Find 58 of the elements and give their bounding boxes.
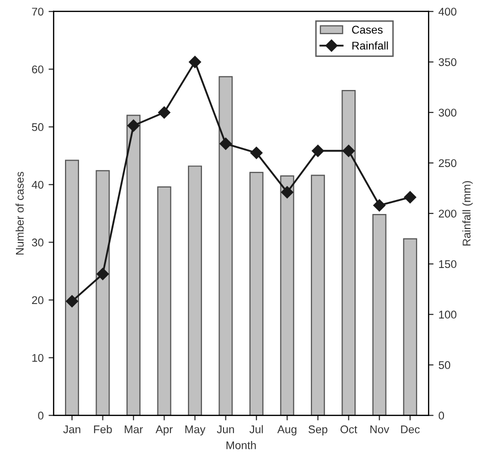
y-tick-label: 30: [32, 238, 44, 246]
legend-label: Cases: [352, 26, 383, 34]
y-tick-label: 70: [32, 8, 44, 16]
bar: [157, 186, 172, 416]
bar: [96, 170, 110, 416]
point: [127, 119, 140, 132]
y-axis-title: Number of cases: [16, 172, 24, 255]
x-tick-label: Feb: [94, 425, 112, 434]
bar: [310, 174, 325, 416]
x-tick-label: Apr: [156, 426, 173, 436]
y2-tick-label: 250: [438, 159, 456, 168]
y-tick-label: 40: [32, 180, 44, 189]
x-tick-label: Dec: [401, 426, 420, 434]
bar: [280, 175, 294, 416]
x-tick-label: Nov: [370, 426, 390, 434]
x-tick-label: Mar: [124, 426, 143, 434]
y-tick-label: 20: [32, 296, 44, 304]
y2-tick-label: 100: [439, 310, 456, 319]
y-tick-label: 0: [38, 412, 44, 420]
x-tick-label: Jun: [216, 426, 234, 434]
point: [66, 295, 78, 308]
point: [373, 199, 386, 212]
bar: [342, 90, 356, 416]
x-tick-label: Jul: [250, 425, 263, 434]
x-tick-label: Jan: [63, 426, 80, 434]
y2-axis-title: Rainfall (mm): [462, 181, 473, 246]
y-tick-label: 10: [32, 354, 44, 362]
bar: [372, 214, 386, 416]
y2-tick-label: 150: [439, 260, 456, 268]
x-tick-label: Sep: [308, 425, 328, 436]
x-axis-title: Month: [226, 441, 256, 450]
point: [404, 191, 416, 204]
y2-tick-label: 50: [438, 361, 450, 370]
y2-tick-label: 200: [438, 210, 456, 218]
y2-tick-label: 0: [438, 412, 444, 420]
point: [312, 144, 324, 157]
point: [281, 186, 294, 198]
legend-label: Rainfall: [352, 41, 388, 50]
y-tick-label: 50: [32, 123, 44, 132]
x-tick-label: Aug: [277, 426, 296, 436]
y-tick-label: 60: [32, 65, 44, 74]
point: [188, 56, 202, 68]
point: [342, 144, 355, 157]
x-tick-label: Oct: [340, 425, 358, 434]
y2-tick-label: 300: [438, 108, 456, 117]
bar: [188, 166, 202, 416]
point: [158, 106, 170, 119]
y2-tick-label: 350: [438, 58, 456, 66]
y2-tick-label: 400: [438, 8, 456, 16]
point: [250, 146, 263, 159]
bar: [65, 160, 80, 416]
bar: [126, 114, 140, 416]
x-tick-label: May: [185, 426, 206, 436]
bar: [403, 238, 418, 416]
point: [96, 268, 109, 280]
bar: [218, 76, 233, 416]
bar: [249, 172, 264, 416]
point: [220, 138, 232, 150]
